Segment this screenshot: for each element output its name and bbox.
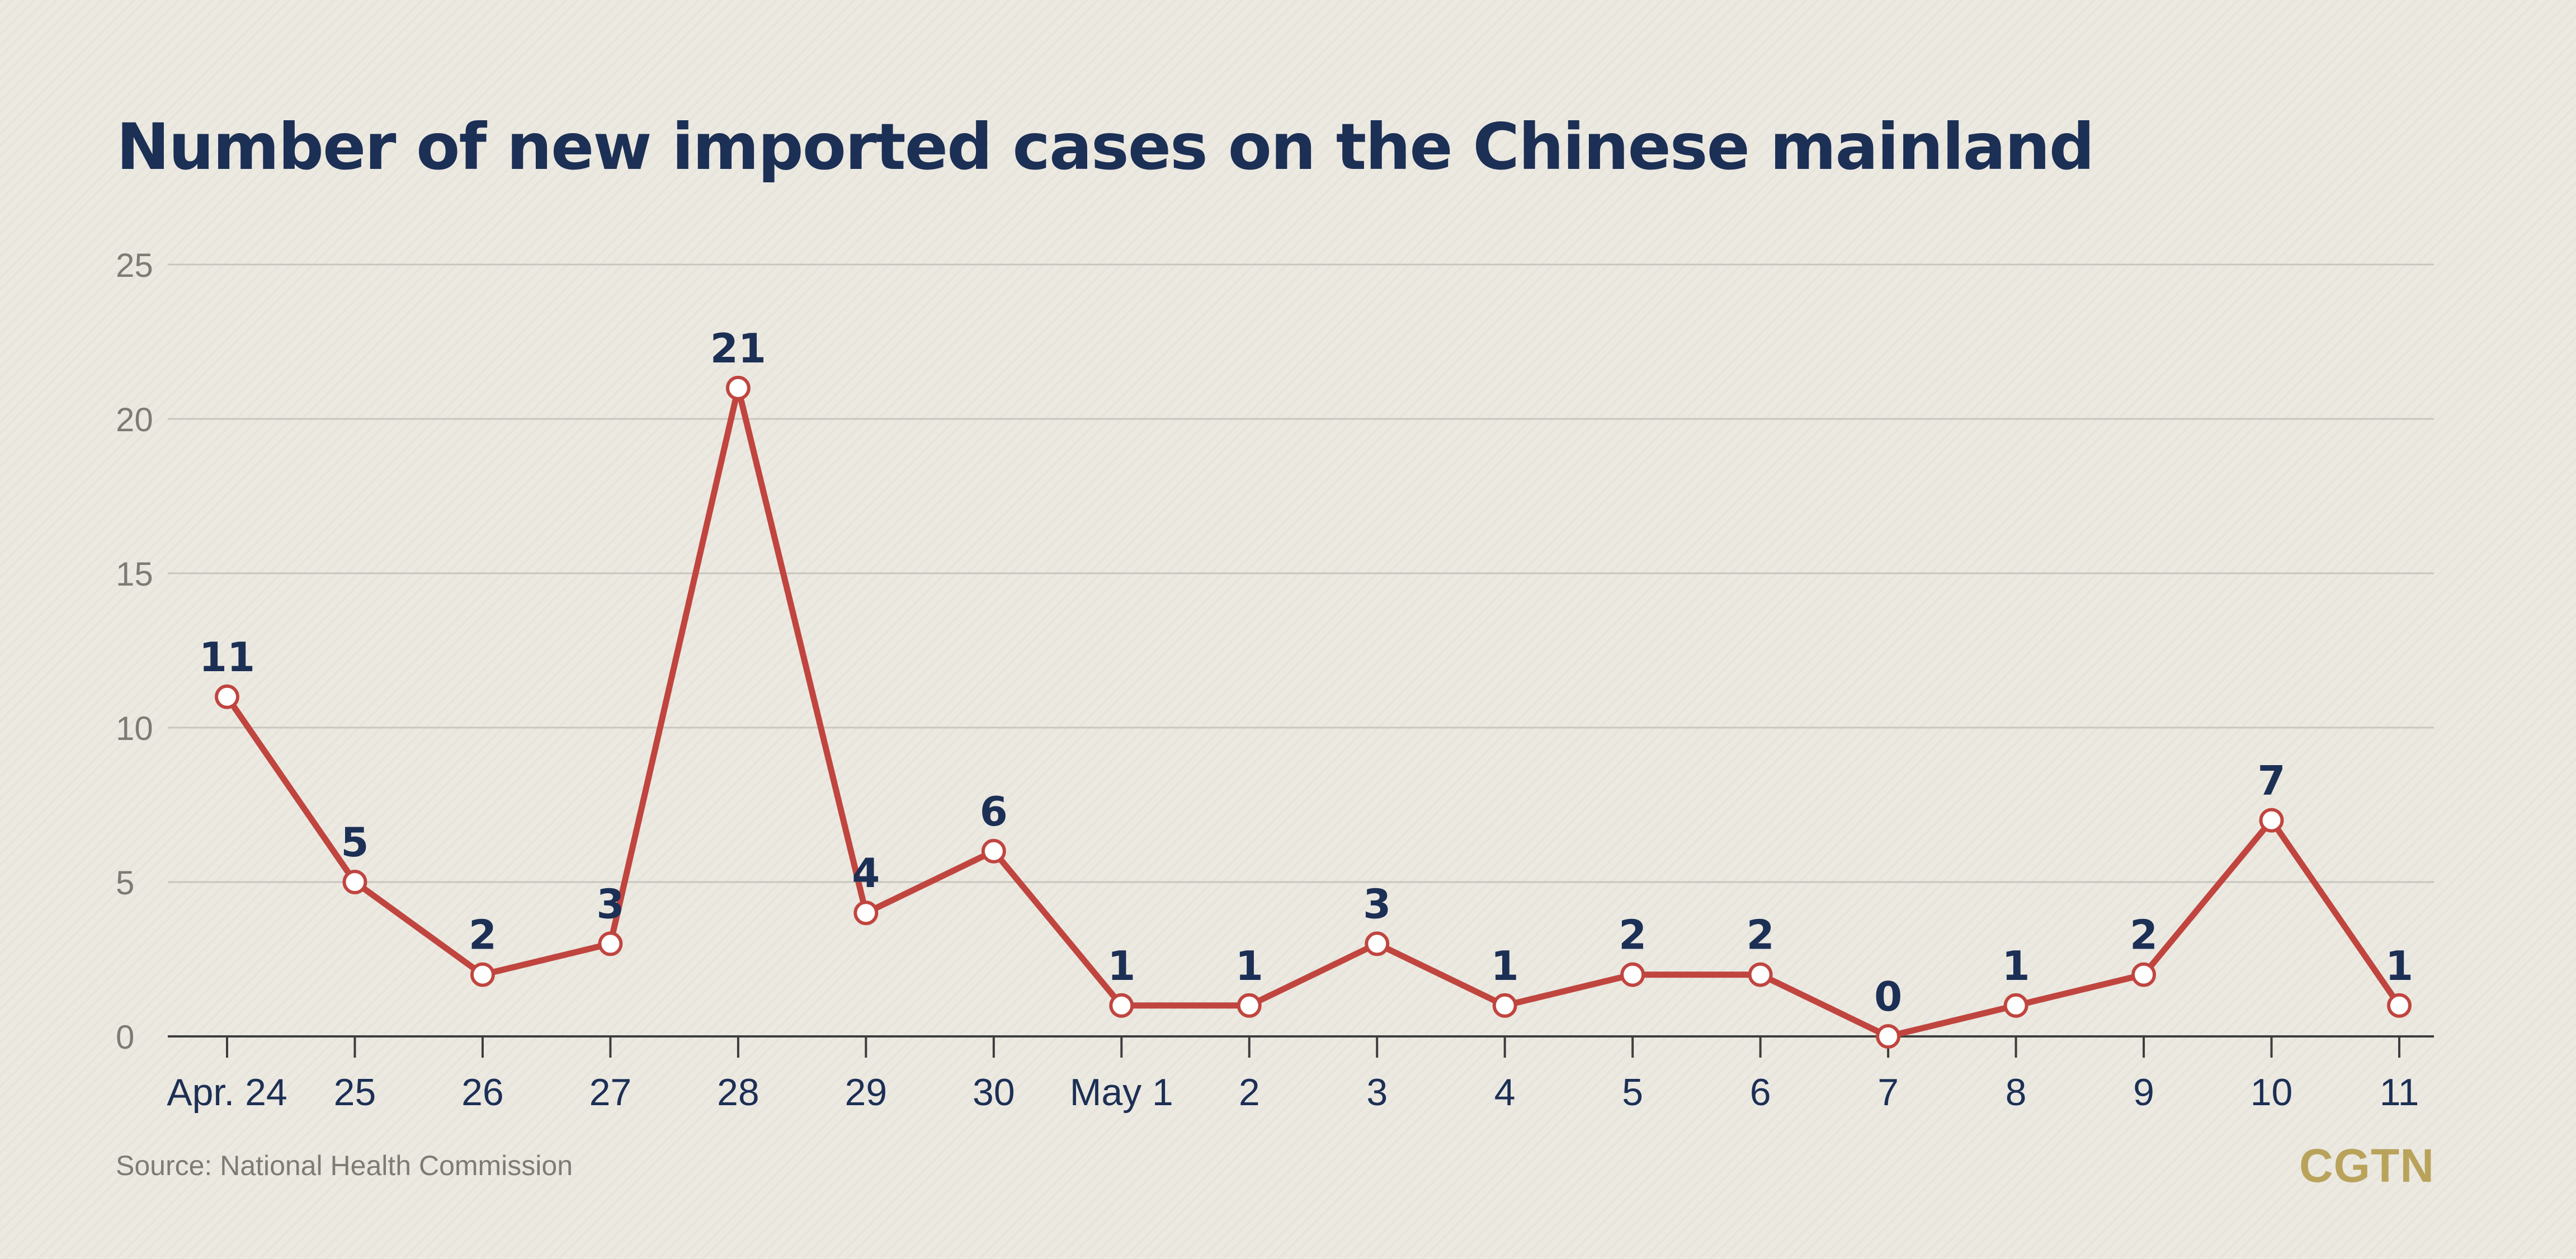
- x-tick-label: Apr. 24: [167, 1071, 287, 1114]
- data-point: [215, 684, 239, 709]
- data-point: [853, 900, 879, 926]
- x-tick-label: 3: [1366, 1071, 1388, 1114]
- x-tick-label: 28: [717, 1071, 759, 1114]
- data-label: 2: [1747, 912, 1775, 959]
- source-note: Source: National Health Commission: [116, 1150, 573, 1181]
- x-tick-label: 27: [589, 1071, 632, 1114]
- data-point: [598, 931, 623, 956]
- data-label: 5: [341, 819, 369, 866]
- data-label: 6: [980, 788, 1008, 835]
- x-tick-label: 9: [2133, 1071, 2154, 1114]
- data-point: [1109, 993, 1134, 1018]
- data-point: [1620, 962, 1645, 987]
- x-tick-label: 26: [461, 1071, 504, 1114]
- x-tick-label: 2: [1239, 1071, 1260, 1114]
- data-point: [2387, 993, 2412, 1018]
- x-tick-label: 29: [845, 1071, 888, 1114]
- data-point: [470, 962, 495, 987]
- data-point: [2003, 993, 2028, 1018]
- x-tick-label: 6: [1750, 1071, 1771, 1114]
- data-label: 2: [1619, 912, 1646, 959]
- y-tick-label: 0: [116, 1018, 134, 1056]
- x-axis: [168, 1035, 2434, 1058]
- data-label: 3: [596, 880, 624, 927]
- cgtn-logo: CGTN: [2299, 1139, 2435, 1192]
- x-tick-label: 4: [1494, 1071, 1516, 1114]
- data-label: 1: [1491, 942, 1519, 989]
- series-line-layer: [224, 385, 2403, 1040]
- y-tick-label: 20: [116, 401, 153, 438]
- x-tick-label: 5: [1622, 1071, 1643, 1114]
- data-point: [725, 375, 751, 400]
- data-point: [2131, 962, 2157, 987]
- data-label: 1: [1107, 942, 1135, 989]
- data-label: 1: [2385, 942, 2413, 989]
- data-label: 7: [2257, 757, 2285, 804]
- data-point: [1876, 1024, 1901, 1049]
- data-point: [981, 838, 1006, 864]
- data-label: 2: [469, 912, 497, 959]
- data-label: 3: [1363, 880, 1391, 927]
- x-axis-tick-labels: Apr. 24 25 26 27 28 29 30 May 1 2 3 4 5 6 7 8 9 10 11: [167, 1071, 2419, 1114]
- x-tick-label: 10: [2251, 1071, 2293, 1114]
- y-tick-label: 10: [116, 710, 153, 747]
- series-line: [224, 385, 2403, 1040]
- data-point: [1365, 931, 1390, 956]
- y-tick-label: 5: [116, 864, 134, 902]
- x-tick-label: 30: [973, 1071, 1015, 1114]
- x-tick-label: 11: [2380, 1071, 2419, 1114]
- data-label: 0: [1874, 973, 1902, 1020]
- x-tick-label: 8: [2006, 1071, 2027, 1114]
- data-label: 1: [2002, 942, 2030, 989]
- x-tick-label: 7: [1877, 1071, 1899, 1114]
- x-tick-label: 25: [334, 1071, 376, 1114]
- y-tick-label: 25: [116, 247, 153, 284]
- data-label: 21: [710, 325, 766, 372]
- y-tick-label: 15: [116, 555, 153, 593]
- data-point: [1748, 962, 1773, 987]
- data-label: 11: [199, 634, 255, 681]
- data-points: [215, 375, 2412, 1049]
- chart-title: Number of new imported cases on the Chin…: [116, 110, 2094, 184]
- data-label: 4: [852, 850, 880, 897]
- gridlines: [168, 263, 2434, 883]
- x-tick-label: May 1: [1070, 1071, 1173, 1114]
- y-axis-tick-labels: 0 5 10 15 20 25: [116, 247, 153, 1056]
- data-label: 2: [2130, 912, 2158, 959]
- data-point: [2259, 808, 2284, 833]
- data-point: [1237, 993, 1262, 1018]
- data-point: [342, 870, 367, 894]
- data-point: [1492, 993, 1517, 1018]
- data-label: 1: [1235, 942, 1263, 989]
